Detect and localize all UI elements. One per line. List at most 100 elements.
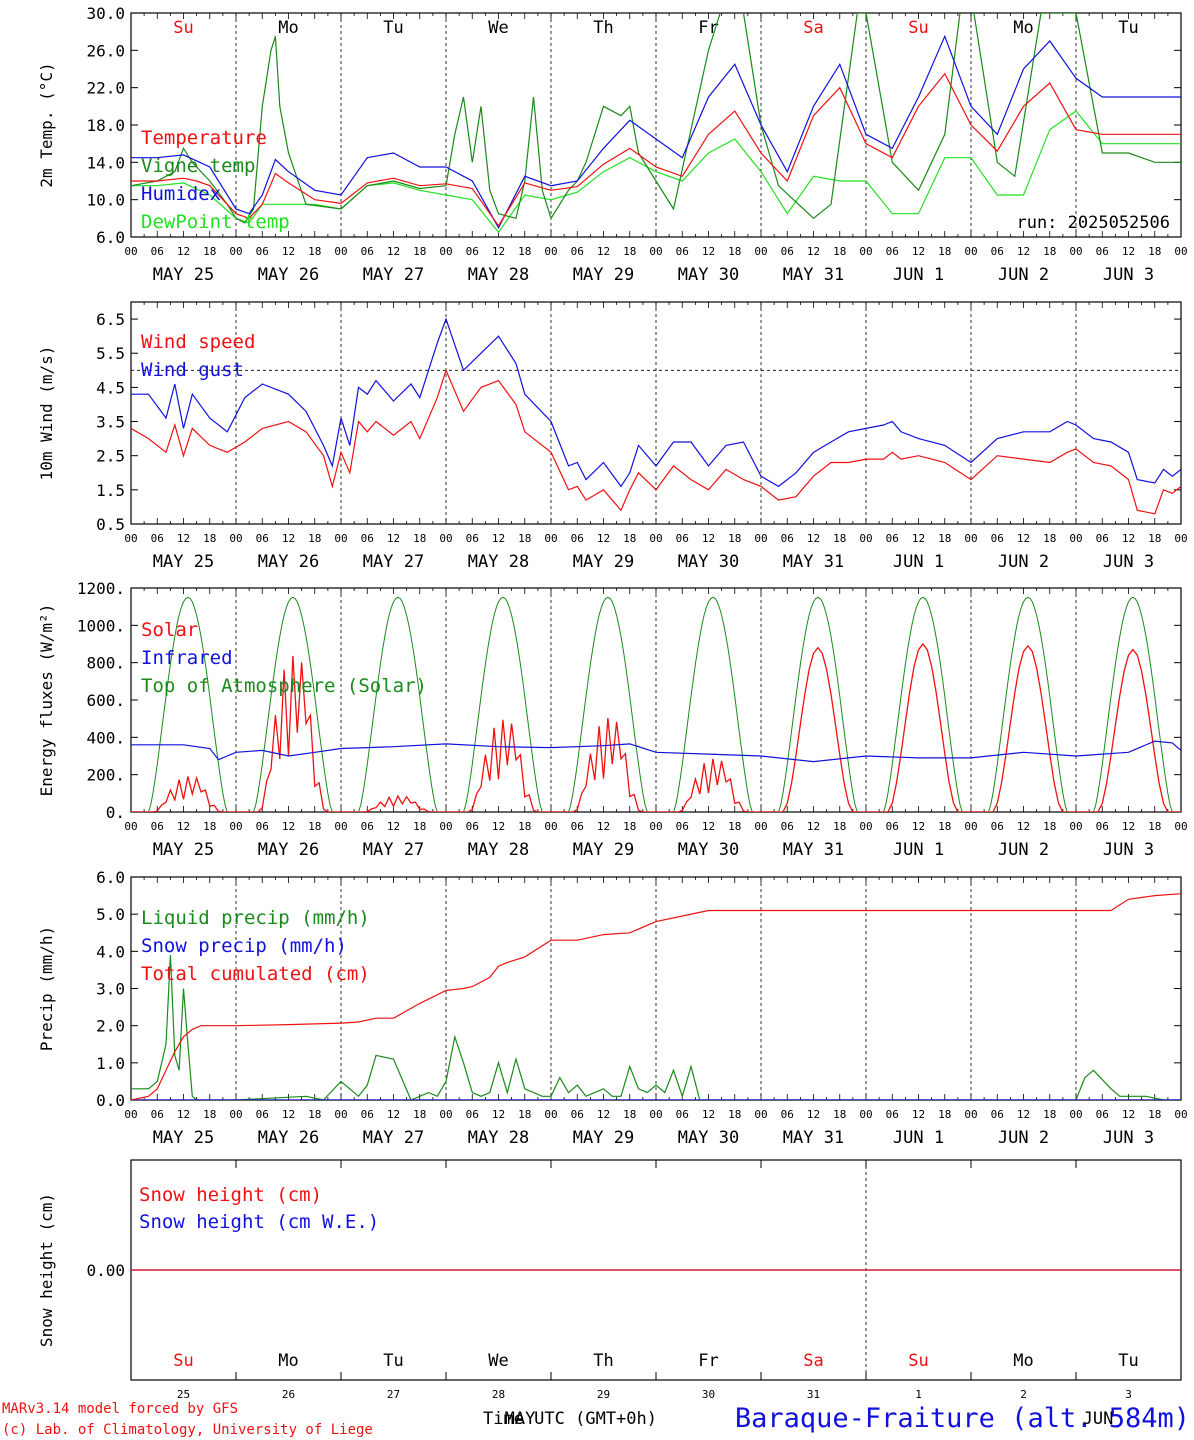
weekday-label: Su	[908, 18, 928, 38]
wind-panel: 0.5 1.5 2.5 3.5 4.5 5.5 6.5 10m Wind (m/s) 00 06 1…	[37, 301, 1188, 572]
hour-tick-label: 06	[151, 820, 164, 833]
hour-tick-label: 06	[571, 820, 584, 833]
hour-tick-label: 18	[728, 820, 741, 833]
legend-entry: Temperature	[141, 127, 267, 149]
hour-tick-label: 06	[466, 532, 479, 545]
hour-tick-label: 00	[964, 820, 977, 833]
date-label: MAY 29	[573, 552, 634, 572]
hour-tick-label: 06	[256, 1108, 269, 1121]
hour-tick-label: 12	[912, 820, 925, 833]
hour-tick-label: 12	[807, 245, 820, 258]
weekday-label: Fr	[698, 1351, 718, 1371]
date-label: JUN 2	[998, 840, 1049, 860]
hour-tick-label: 18	[938, 820, 951, 833]
date-label: JUN 3	[1103, 552, 1154, 572]
hour-tick-label: 18	[308, 1108, 321, 1121]
date-label: JUN 1	[893, 1128, 944, 1148]
hour-tick-label: 00	[544, 820, 557, 833]
hour-tick-label: 00	[1174, 820, 1187, 833]
hour-tick-label: 18	[308, 532, 321, 545]
date-label: MAY 30	[678, 840, 739, 860]
hour-tick-label: 18	[1148, 532, 1161, 545]
weekday-label: Mo	[278, 18, 298, 38]
day-number-label: 2	[1020, 1388, 1027, 1401]
hour-tick-label: 06	[1096, 532, 1109, 545]
hour-tick-label: 12	[597, 1108, 610, 1121]
hour-tick-label: 12	[702, 245, 715, 258]
y-tick-label: 6.0	[96, 868, 125, 887]
hour-tick-label: 00	[754, 1108, 767, 1121]
hour-tick-label: 18	[623, 820, 636, 833]
date-label: MAY 27	[363, 265, 424, 285]
date-label: MAY 28	[468, 1128, 529, 1148]
hour-tick-label: 00	[124, 532, 137, 545]
weekday-label: Th	[593, 1351, 613, 1371]
station-month: JUN	[1083, 1409, 1114, 1429]
hour-tick-label: 00	[439, 532, 452, 545]
hour-tick-label: 00	[649, 1108, 662, 1121]
hour-tick-label: 00	[1069, 1108, 1082, 1121]
y-tick-label: 4.5	[96, 378, 125, 397]
hour-tick-label: 06	[781, 532, 794, 545]
day-number-label: 31	[807, 1388, 820, 1401]
y-tick-label: 6.0	[96, 228, 125, 247]
legend-entry: Solar	[141, 619, 198, 641]
hour-tick-label: 06	[571, 245, 584, 258]
hour-tick-label: 12	[912, 532, 925, 545]
hour-tick-label: 12	[492, 820, 505, 833]
hour-tick-label: 06	[571, 532, 584, 545]
hour-tick-label: 18	[938, 1108, 951, 1121]
hour-tick-label: 18	[308, 820, 321, 833]
hour-tick-label: 00	[964, 245, 977, 258]
hour-tick-label: 12	[597, 245, 610, 258]
y-tick-label: 0.5	[96, 515, 125, 534]
date-label: JUN 2	[998, 265, 1049, 285]
y-tick-label: 4.0	[96, 942, 125, 961]
hour-tick-label: 06	[886, 245, 899, 258]
station-label: Baraque-Fraiture (alt. 584m)	[735, 1403, 1190, 1434]
hour-tick-label: 06	[571, 1108, 584, 1121]
weekday-label: Th	[593, 18, 613, 38]
hour-tick-label: 18	[623, 1108, 636, 1121]
y-tick-label: 10.0	[86, 191, 125, 210]
hour-tick-label: 18	[728, 532, 741, 545]
day-number-label: 25	[177, 1388, 190, 1401]
hour-tick-label: 00	[334, 532, 347, 545]
hour-tick-label: 18	[308, 245, 321, 258]
hour-tick-label: 18	[203, 820, 216, 833]
hour-tick-label: 00	[754, 245, 767, 258]
hour-tick-label: 00	[1069, 532, 1082, 545]
hour-tick-label: 12	[912, 1108, 925, 1121]
hour-tick-label: 00	[964, 1108, 977, 1121]
hour-tick-label: 00	[439, 820, 452, 833]
date-label: MAY 31	[783, 1128, 844, 1148]
hour-tick-label: 18	[413, 532, 426, 545]
hour-tick-label: 00	[859, 820, 872, 833]
weekday-label: Sa	[803, 1351, 823, 1371]
hour-tick-label: 18	[728, 245, 741, 258]
date-label: MAY 26	[258, 265, 319, 285]
snow-panel: 0.00 Snow height (cm) Snow height (cm) Snow…	[37, 1159, 1182, 1401]
hour-tick-label: 12	[282, 245, 295, 258]
run-label: run: 2025052506	[1016, 213, 1170, 233]
hour-tick-label: 12	[492, 532, 505, 545]
y-tick-label: 18.0	[86, 116, 125, 135]
date-label: MAY 30	[678, 1128, 739, 1148]
hour-tick-label: 00	[649, 532, 662, 545]
plot-frame	[130, 587, 1182, 813]
hour-tick-label: 18	[1043, 532, 1056, 545]
footer: MARv3.14 model forced by GFS (c) Lab. of …	[2, 1401, 1190, 1438]
date-label: JUN 2	[998, 552, 1049, 572]
hour-tick-label: 06	[676, 820, 689, 833]
hour-tick-label: 06	[676, 1108, 689, 1121]
y-tick-label: 0.0	[96, 1091, 125, 1110]
series-line-liquid-precip	[131, 954, 1181, 1100]
y-tick-label: 5.0	[96, 905, 125, 924]
hour-tick-label: 00	[124, 1108, 137, 1121]
date-label: MAY 30	[678, 265, 739, 285]
y-tick-label: 6.5	[96, 310, 125, 329]
legend-entry: DewPoint temp	[141, 211, 290, 233]
series-line-top-of-atmosphere	[131, 596, 1181, 812]
hour-tick-label: 18	[728, 1108, 741, 1121]
hour-tick-label: 00	[544, 532, 557, 545]
